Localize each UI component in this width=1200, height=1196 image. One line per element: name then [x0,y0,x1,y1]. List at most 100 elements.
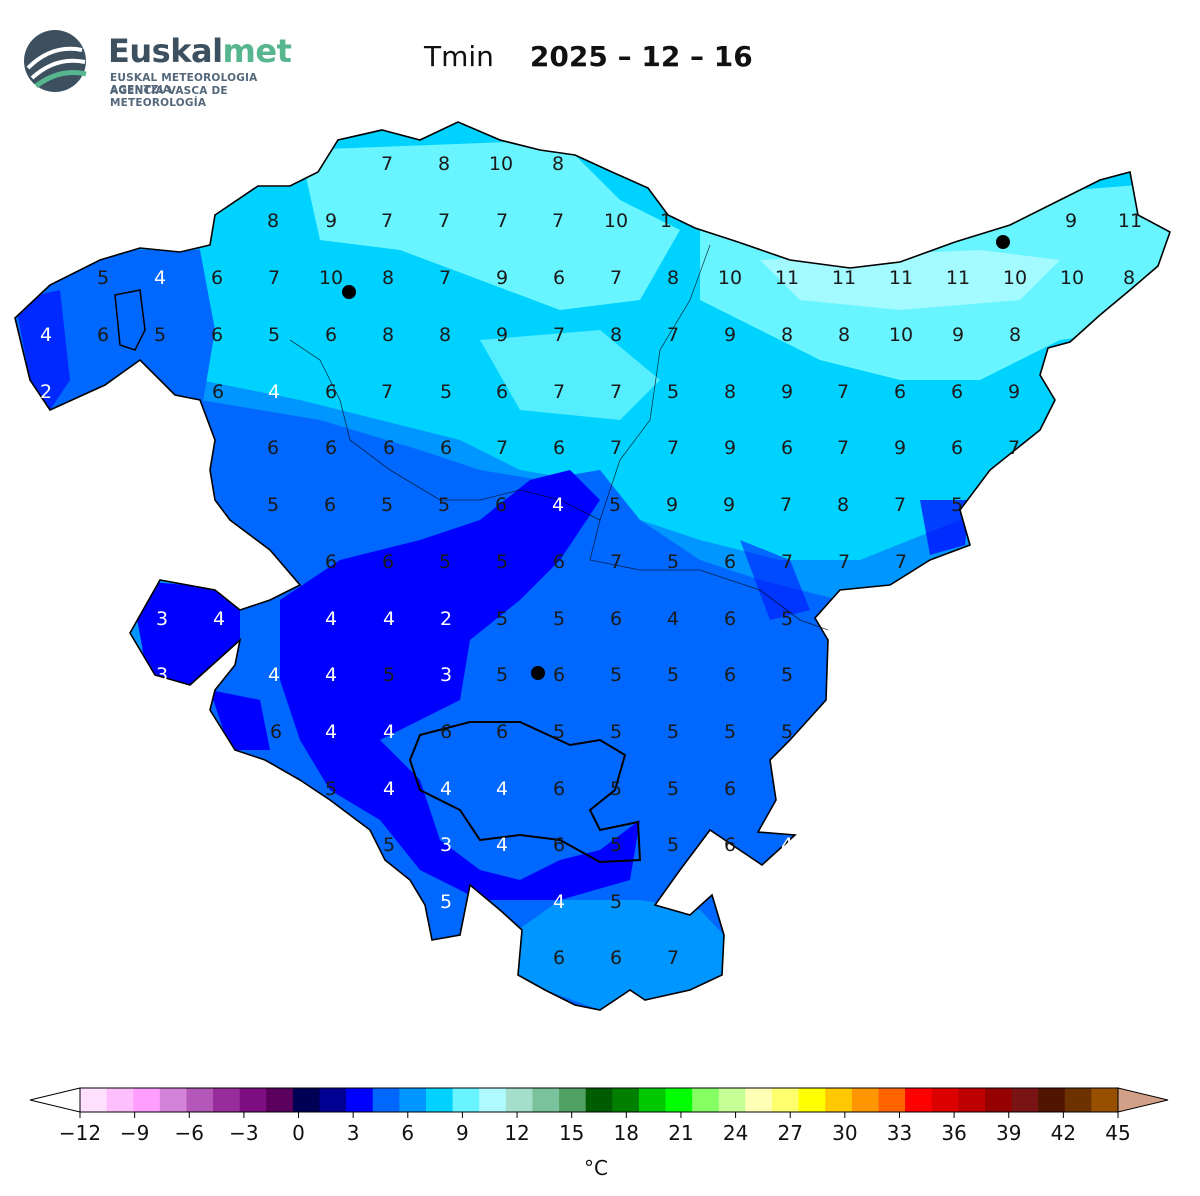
temperature-label: 7 [667,324,679,346]
colorbar-cell [1064,1088,1092,1112]
colorbar-cell [585,1088,613,1112]
colorbar-cell [665,1088,693,1112]
trevino-boundary [408,721,642,864]
temperature-label: 4 [440,778,452,800]
logo-name: Euskalmet [108,32,292,70]
temperature-label: 9 [894,437,906,459]
temperature-label: 3 [440,664,452,686]
temperature-label: 8 [552,153,564,175]
colorbar-cell [159,1088,187,1112]
temperature-label: 7 [837,437,849,459]
temperature-label: 5 [438,494,450,516]
temperature-label: 7 [895,551,907,573]
province-boundary [589,519,829,631]
temperature-label: 6 [270,721,282,743]
logo-subtitle-es: AGENCIA VASCA DE METEOROLOGÍA [110,85,228,109]
temperature-map: 7 8 10 8 8 9 7 7 7 7 10 1 9 11 5 4 6 7 10 8 7 9 6 7 8 10 11 11 11 11 1… [14,121,1171,1011]
title-date: 2025 – 12 – 16 [529,40,753,73]
temperature-label: 6 [724,664,736,686]
temperature-label: 8 [1123,267,1135,289]
temperature-label: 10 [889,324,913,346]
temperature-label: 10 [1003,267,1027,289]
colorbar-over-arrow [1117,1087,1169,1113]
temperature-label: 6 [951,437,963,459]
temperature-label: 10 [489,153,513,175]
colorbar-tick-label: −12 [59,1121,101,1145]
colorbar-tick-label: −3 [229,1121,258,1145]
map-title: Tmin 2025 – 12 – 16 [424,40,753,73]
colorbar-cell [106,1088,134,1112]
colorbar-cell [133,1088,161,1112]
temperature-label: 4 [325,608,337,630]
temperature-label: 11 [1118,210,1142,232]
temperature-label: 11 [832,267,856,289]
temperature-label: 4 [781,834,793,856]
temperature-label: 8 [781,324,793,346]
temperature-label: 6 [212,381,224,403]
temperature-label: 5 [781,721,793,743]
temperature-label: 8 [438,153,450,175]
temperature-label: 4 [383,778,395,800]
city-marker-vitoria [531,666,545,680]
temperature-label: 6 [951,381,963,403]
colorbar-cell [399,1088,427,1112]
colorbar-cell [1011,1088,1039,1112]
temperature-label: 7 [553,381,565,403]
temperature-label: 6 [325,324,337,346]
colorbar-cell [612,1088,640,1112]
colorbar-cell [266,1088,294,1112]
temperature-label: 7 [496,437,508,459]
temperature-label: 6 [553,437,565,459]
temperature-label: 2 [440,608,452,630]
temperature-label: 8 [439,324,451,346]
temperature-label: 9 [724,437,736,459]
temperature-label: 6 [724,608,736,630]
temperature-label: 11 [889,267,913,289]
colorbar-cell [426,1088,454,1112]
colorbar-cell [931,1088,959,1112]
temperature-label: 4 [268,381,280,403]
colorbar-cell [905,1088,933,1112]
temperature-label: 6 [724,551,736,573]
temperature-label: 6 [553,664,565,686]
temperature-label: 6 [553,551,565,573]
temperature-label: 6 [325,551,337,573]
colorbar-tick-label: 9 [456,1121,469,1145]
temperature-label: 5 [610,721,622,743]
temperature-label: 5 [951,494,963,516]
temperature-label: 1 [660,210,672,232]
title-variable: Tmin [424,40,494,73]
colorbar-under-arrow [29,1087,81,1113]
temperature-label: 4 [383,721,395,743]
temperature-label: 5 [781,608,793,630]
temperature-label: 5 [667,721,679,743]
temperature-label: 6 [553,947,565,969]
temperature-label: 9 [496,267,508,289]
colorbar-tick-label: 3 [347,1121,360,1145]
temperature-label: 4 [40,324,52,346]
temperature-label: 6 [724,834,736,856]
colorbar-cell [80,1088,108,1112]
colorbar-tick-label: 24 [723,1121,748,1145]
temperature-label: 7 [381,210,393,232]
temperature-label: 5 [667,664,679,686]
temperature-label: 7 [381,153,393,175]
temperature-label: 6 [496,381,508,403]
temperature-label: 10 [604,210,628,232]
temperature-label: 7 [552,210,564,232]
temperature-label: 5 [440,891,452,913]
temperature-label: 6 [440,437,452,459]
temperature-label: 4 [213,608,225,630]
temperature-label: 9 [952,324,964,346]
colorbar-cell [532,1088,560,1112]
temperature-label: 8 [382,324,394,346]
colorbar-tick-label: 0 [292,1121,305,1145]
temperature-label: 5 [440,381,452,403]
temperature-label: 6 [496,721,508,743]
temperature-label: 8 [610,324,622,346]
colorbar-cell [452,1088,480,1112]
temperature-label: 5 [381,494,393,516]
temperature-label: 8 [838,324,850,346]
colorbar-tick-label: 18 [614,1121,639,1145]
colorbar-cell [186,1088,214,1112]
